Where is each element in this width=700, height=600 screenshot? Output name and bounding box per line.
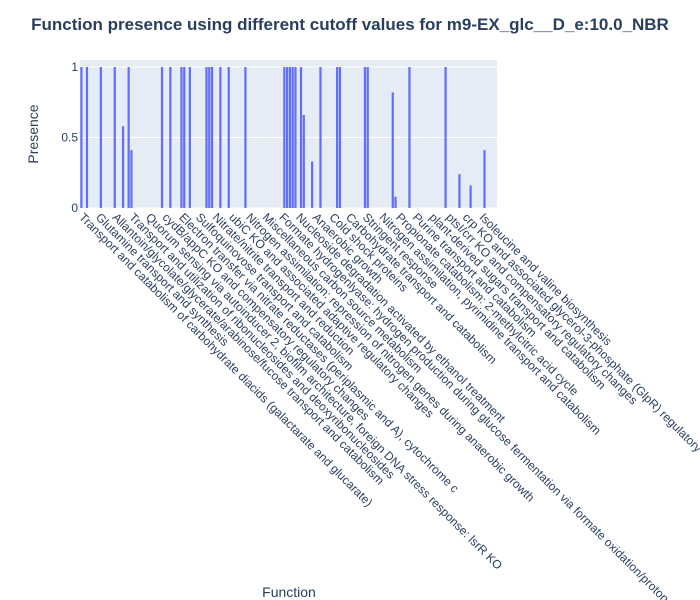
bar bbox=[130, 150, 133, 208]
bar bbox=[283, 67, 286, 208]
bar bbox=[244, 67, 247, 208]
bar bbox=[408, 67, 411, 208]
bar bbox=[160, 67, 164, 208]
bar bbox=[294, 67, 297, 208]
plot-background bbox=[80, 60, 497, 208]
bar bbox=[469, 185, 472, 208]
y-axis-title: Presence bbox=[25, 104, 41, 163]
bar bbox=[288, 67, 292, 208]
bar bbox=[219, 67, 222, 208]
bar bbox=[180, 67, 183, 208]
bar bbox=[80, 67, 83, 208]
bar bbox=[85, 67, 89, 208]
bar bbox=[444, 67, 447, 208]
bar bbox=[183, 67, 186, 208]
bar bbox=[208, 67, 211, 208]
bar bbox=[188, 67, 191, 208]
bar bbox=[205, 67, 208, 208]
bar bbox=[483, 150, 486, 208]
y-tick-label: 1 bbox=[71, 60, 78, 74]
bar bbox=[121, 126, 125, 208]
bar bbox=[99, 67, 102, 208]
bar bbox=[366, 67, 369, 208]
bar bbox=[169, 67, 172, 208]
bar bbox=[319, 67, 322, 208]
chart-title: Function presence using different cutoff… bbox=[31, 15, 669, 34]
bar bbox=[394, 196, 397, 208]
x-axis-title: Function bbox=[262, 584, 316, 600]
bar bbox=[338, 67, 342, 208]
bar bbox=[363, 67, 367, 208]
bar bbox=[227, 67, 230, 208]
bar bbox=[291, 67, 294, 208]
bar bbox=[127, 67, 130, 208]
y-tick-label: 0 bbox=[71, 201, 78, 215]
bar bbox=[336, 67, 339, 208]
bar bbox=[113, 67, 116, 208]
bar bbox=[302, 114, 305, 208]
bar bbox=[391, 92, 394, 208]
bar bbox=[299, 67, 303, 208]
bar bbox=[458, 174, 461, 208]
bar bbox=[311, 161, 314, 208]
bar bbox=[285, 67, 289, 208]
bar bbox=[210, 67, 214, 208]
y-tick-label: 0.5 bbox=[61, 131, 78, 145]
